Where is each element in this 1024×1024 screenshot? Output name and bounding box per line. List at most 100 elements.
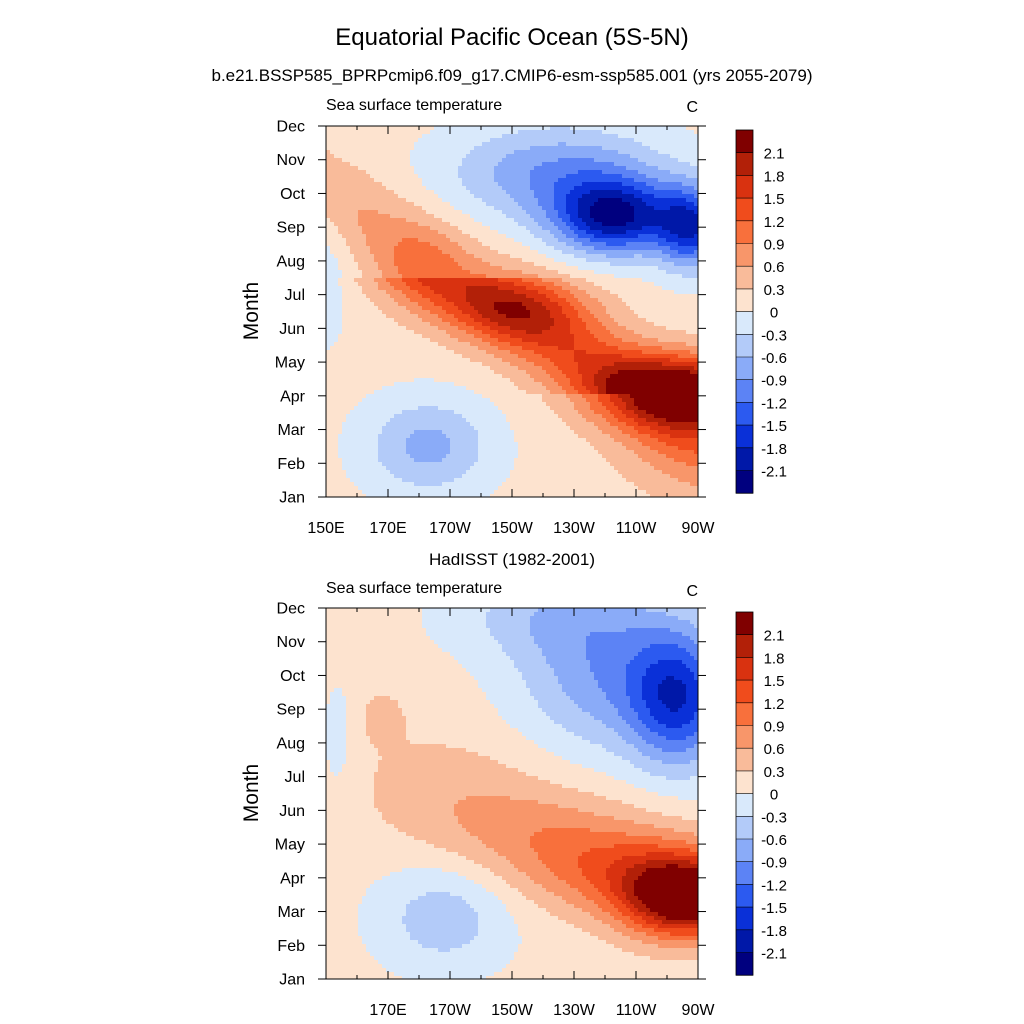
heatmap-cell <box>374 158 379 163</box>
heatmap-cell <box>486 338 491 343</box>
heatmap-cell <box>506 370 511 375</box>
heatmap-cell <box>426 254 431 259</box>
heatmap-cell <box>534 494 539 497</box>
heatmap-cell <box>522 210 527 215</box>
heatmap-cell <box>430 358 435 363</box>
heatmap-cell <box>446 402 451 407</box>
heatmap-cell <box>414 382 419 387</box>
heatmap-cell <box>538 246 543 251</box>
heatmap-cell <box>406 190 411 195</box>
heatmap-cell <box>422 450 427 455</box>
heatmap-cell <box>450 366 455 371</box>
heatmap-cell <box>442 186 447 191</box>
heatmap-cell <box>422 254 427 259</box>
heatmap-cell <box>358 422 363 427</box>
heatmap-cell <box>326 358 331 363</box>
heatmap-cell <box>370 274 375 279</box>
heatmap-cell <box>398 470 403 475</box>
heatmap-cell <box>386 482 391 487</box>
heatmap-cell <box>334 230 339 235</box>
heatmap-cell <box>398 206 403 211</box>
heatmap-cell <box>374 178 379 183</box>
heatmap-cell <box>362 370 367 375</box>
heatmap-cell <box>470 254 475 259</box>
heatmap-cell <box>394 146 399 151</box>
heatmap-cell <box>366 490 371 495</box>
heatmap-cell <box>402 350 407 355</box>
heatmap-cell <box>362 374 367 379</box>
heatmap-cell <box>438 490 443 495</box>
heatmap-cell <box>398 342 403 347</box>
heatmap-cell <box>442 426 447 431</box>
heatmap-cell <box>370 230 375 235</box>
heatmap-cell <box>442 134 447 139</box>
heatmap-cell <box>342 354 347 359</box>
heatmap-cell <box>498 254 503 259</box>
heatmap-cell <box>506 394 511 399</box>
heatmap-cell <box>502 198 507 203</box>
heatmap-cell <box>418 202 423 207</box>
heatmap-cell <box>406 182 411 187</box>
heatmap-cell <box>478 366 483 371</box>
heatmap-cell <box>442 490 447 495</box>
heatmap-cell <box>490 418 495 423</box>
heatmap-cell <box>518 246 523 251</box>
heatmap-cell <box>482 162 487 167</box>
heatmap-cell <box>338 138 343 143</box>
heatmap-cell <box>498 234 503 239</box>
heatmap-cell <box>446 378 451 383</box>
heatmap-cell <box>410 278 415 283</box>
heatmap-cell <box>346 190 351 195</box>
heatmap-cell <box>462 222 467 227</box>
heatmap-cell <box>486 426 491 431</box>
heatmap-cell <box>458 178 463 183</box>
heatmap-cell <box>458 134 463 139</box>
heatmap-cell <box>462 374 467 379</box>
heatmap-cell <box>454 274 459 279</box>
heatmap-cell <box>498 130 503 135</box>
heatmap-cell <box>390 202 395 207</box>
heatmap-cell <box>494 458 499 463</box>
heatmap-cell <box>398 234 403 239</box>
heatmap-cell <box>402 330 407 335</box>
heatmap-cell <box>346 334 351 339</box>
heatmap-cell <box>370 462 375 467</box>
heatmap-cell <box>506 338 511 343</box>
heatmap-cell <box>518 242 523 247</box>
heatmap-cell <box>450 162 455 167</box>
heatmap-cell <box>394 442 399 447</box>
heatmap-cell <box>326 206 331 211</box>
heatmap-cell <box>462 362 467 367</box>
heatmap-cell <box>366 254 371 259</box>
heatmap-cell <box>350 258 355 263</box>
heatmap-cell <box>530 438 535 443</box>
heatmap-cell <box>510 298 515 303</box>
heatmap-cell <box>390 234 395 239</box>
heatmap-cell <box>494 130 499 135</box>
heatmap-cell <box>410 130 415 135</box>
heatmap-cell <box>350 126 355 131</box>
heatmap-cell <box>490 258 495 263</box>
heatmap-cell <box>426 458 431 463</box>
heatmap-cell <box>378 494 383 497</box>
heatmap-cell <box>534 262 539 267</box>
heatmap-cell <box>466 182 471 187</box>
heatmap-cell <box>474 458 479 463</box>
heatmap-cell <box>502 354 507 359</box>
heatmap-cell <box>418 178 423 183</box>
heatmap-cell <box>350 454 355 459</box>
heatmap-cell <box>494 414 499 419</box>
heatmap-cell <box>406 166 411 171</box>
heatmap-cell <box>362 406 367 411</box>
heatmap-cell <box>522 214 527 219</box>
heatmap-cell <box>506 470 511 475</box>
heatmap-cell <box>474 194 479 199</box>
heatmap-cell <box>390 222 395 227</box>
heatmap-cell <box>482 174 487 179</box>
heatmap-cell <box>334 326 339 331</box>
heatmap-cell <box>330 166 335 171</box>
heatmap-cell <box>374 310 379 315</box>
heatmap-cell <box>486 258 491 263</box>
heatmap-cell <box>526 358 531 363</box>
